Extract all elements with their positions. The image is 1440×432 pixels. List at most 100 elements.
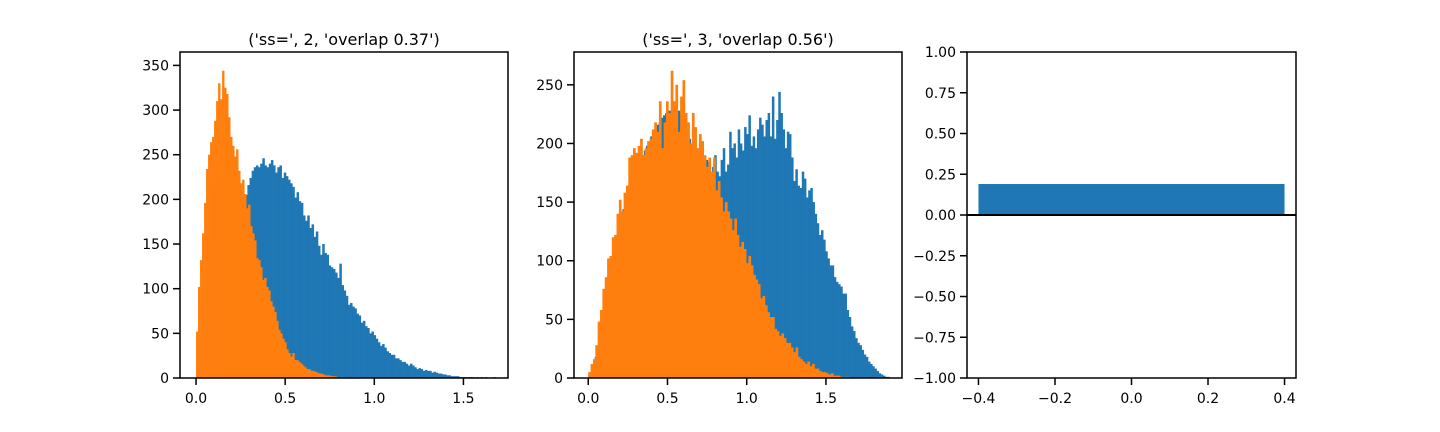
hist-bar-orange (316, 372, 319, 378)
hist-bar-orange (771, 317, 775, 378)
hist-bar-orange (202, 233, 205, 378)
bar-panel: −0.4 −0.2 0.0 0.2 0.4 −1.00 −0.75 −0.50 −0.25 0.0… (913, 45, 1297, 407)
hist-bar-orange (298, 361, 301, 378)
hist-bar-blue (848, 317, 852, 378)
hist-bar-blue (388, 352, 392, 378)
y-tick-label: 250 (536, 78, 563, 94)
hist-bar-blue (457, 376, 460, 378)
hist-bar-orange (760, 298, 763, 378)
hist-bar-blue (431, 372, 434, 378)
hist-bar-orange (739, 246, 742, 378)
hist-bar-orange (196, 331, 199, 378)
hist-bar-blue (418, 368, 421, 378)
hist-bar-orange (635, 152, 639, 378)
hist-bar-blue (412, 365, 415, 378)
axes-frame (179, 51, 509, 379)
hist-bar-blue (369, 333, 372, 378)
hist-bar-blue (275, 172, 278, 378)
hist-bar-orange (755, 279, 759, 378)
hist-bar-orange (797, 356, 801, 378)
hist-bar-orange (268, 290, 271, 378)
hist-bar-blue (401, 361, 404, 378)
hist-bar-blue (273, 165, 276, 378)
hist-bar-orange (826, 373, 829, 378)
hist-bar-blue (266, 167, 270, 378)
hist-bar-orange (642, 155, 646, 378)
hist-bar-orange (727, 211, 730, 378)
hist-bar-blue (294, 197, 297, 378)
hist-bar-orange (236, 149, 239, 378)
hist-bar-blue (863, 354, 867, 378)
chart-title: ('ss=', 2, 'overlap 0.37') (248, 30, 439, 49)
hist-bar-orange (595, 345, 599, 378)
histogram-panel-ss2: 0.0 0.5 1.0 1.5 0 50 100 150 200 250 300 350 ('ss=',… (142, 30, 509, 407)
hist-bar-orange (296, 360, 299, 378)
y-tick-label: −0.50 (913, 290, 956, 306)
hist-bar-blue (799, 188, 803, 378)
hist-bar-blue (846, 309, 850, 378)
hist-bar-orange (658, 101, 662, 378)
hist-bar-orange (682, 80, 686, 378)
hist-bar-orange (306, 369, 309, 378)
hist-bar-blue (782, 129, 786, 378)
hist-bar-blue (264, 165, 267, 378)
hist-bar-orange (722, 211, 726, 378)
hist-bar-orange (649, 138, 653, 378)
hist-bar-orange (734, 218, 738, 378)
hist-bar-blue (442, 374, 445, 378)
hist-bar-orange (781, 333, 785, 378)
y-tick-label: 100 (142, 282, 169, 298)
hist-bar-blue (305, 220, 308, 378)
hist-bar-orange (625, 185, 629, 378)
hist-bar-orange (230, 136, 233, 378)
hist-bar-orange (656, 131, 660, 378)
hist-bar-blue (857, 342, 860, 378)
hist-bar-blue (840, 286, 843, 378)
hist-bar-orange (248, 204, 251, 378)
hist-bar-orange (691, 112, 695, 378)
hist-bar-blue (838, 284, 841, 378)
y-tick-label: 250 (142, 148, 169, 164)
axes-frame (573, 51, 903, 379)
hist-bar-blue (416, 369, 419, 378)
hist-bar-orange (673, 101, 676, 378)
hist-bar-blue (814, 213, 818, 378)
hist-bar-orange (804, 363, 808, 378)
hist-bar-blue (268, 163, 272, 378)
hist-bar-orange (604, 277, 608, 378)
hist-bar-orange (592, 359, 596, 378)
hist-bar-orange (616, 213, 620, 378)
hist-bar-orange (819, 370, 822, 378)
hist-bar-blue (277, 167, 280, 378)
hist-bar-orange (266, 286, 269, 378)
hist-bar-orange (318, 373, 321, 378)
hist-bar-blue (356, 313, 359, 378)
hist-bar-blue (339, 263, 342, 378)
hist-bar-blue (330, 267, 334, 378)
hist-bar-blue (409, 363, 413, 378)
hist-bar-orange (661, 148, 664, 378)
hist-bar-blue (872, 366, 875, 378)
hist-bar-orange (670, 70, 674, 378)
hist-bar-orange (640, 138, 643, 378)
hist-bar-orange (694, 127, 697, 378)
hist-bar-blue (855, 338, 858, 378)
hist-bar-orange (614, 234, 617, 378)
hist-bar-blue (422, 370, 426, 378)
hist-bar-blue (332, 269, 336, 378)
hist-bar-orange (713, 157, 716, 378)
y-tick-label: 1.00 (925, 45, 956, 61)
y-tick-label: 150 (536, 195, 563, 211)
hist-bar-blue (818, 234, 822, 378)
hist-bar-orange (222, 70, 225, 378)
hist-bar-blue (821, 230, 824, 378)
hist-bar-blue (454, 376, 458, 378)
hist-bar-blue (448, 375, 451, 378)
hist-bar-blue (801, 171, 805, 378)
y-tick-label: 0.75 (925, 86, 956, 102)
hist-bar-blue (795, 169, 798, 378)
hist-bar-orange (720, 197, 723, 378)
hist-bar-orange (282, 338, 285, 378)
x-tick-label: 0.0 (185, 391, 207, 407)
hist-bar-blue (844, 293, 847, 378)
